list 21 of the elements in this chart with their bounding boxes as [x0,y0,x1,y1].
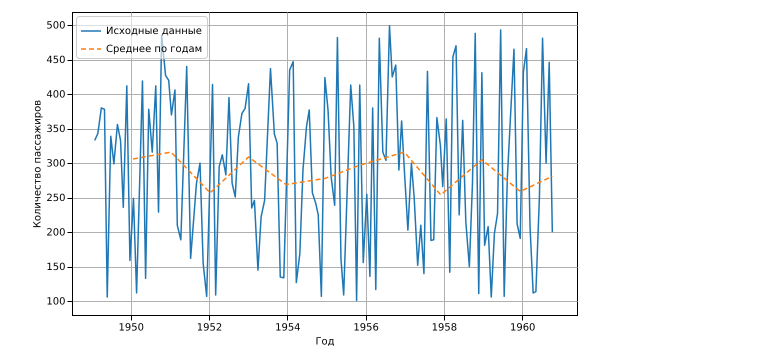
y-tick-label: 450 [46,55,66,66]
line-series [94,25,554,302]
x-tick-label: 1952 [196,322,222,334]
legend-label: Исходные данные [106,26,202,37]
y-tick-label: 100 [46,296,66,308]
line-series [132,151,554,196]
x-axis-title: Год [315,336,335,348]
y-tick-label: 400 [46,90,66,101]
x-tick-label: 1958 [432,322,458,334]
y-axis-title: Количество пассажиров [32,100,44,228]
x-tick-label: 1956 [353,322,379,334]
y-tick-label: 200 [46,228,66,239]
y-tick-label: 300 [46,158,66,170]
y-tick-label: 150 [46,262,66,274]
legend-label: Среднее по годам [106,44,202,55]
y-tick-label: 500 [46,20,66,32]
y-tick-label: 250 [46,193,66,204]
x-tick-label: 1950 [118,322,144,334]
x-tick-label: 1954 [275,322,301,334]
x-tick-label: 1960 [510,322,536,334]
y-tick-label: 350 [46,124,66,136]
